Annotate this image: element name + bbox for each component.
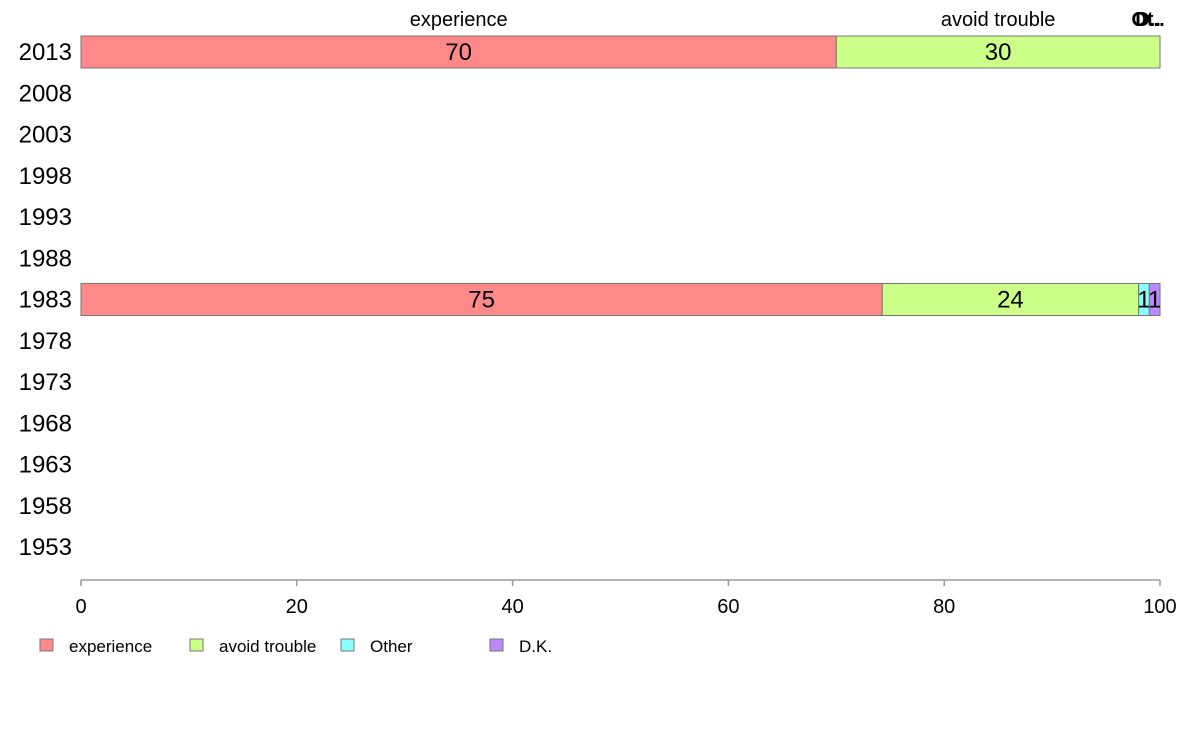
x-tick-label-80: 80: [933, 596, 955, 618]
header-label-d-k-: D..: [1135, 9, 1161, 31]
segment-header-labels: experience avoid trouble Ot..D..: [410, 9, 1165, 31]
year-label-1978: 1978: [19, 328, 72, 355]
header-label-experience: experience: [410, 9, 508, 31]
legend-label-experience: experience: [69, 637, 152, 656]
data-label-1983-experience: 75: [468, 287, 495, 314]
data-label-1983-avoid-trouble: 24: [997, 287, 1024, 314]
year-label-2013: 2013: [19, 39, 72, 66]
header-label-avoid-trouble: avoid trouble: [941, 9, 1056, 31]
x-tick-label-100: 100: [1143, 596, 1176, 618]
year-label-1993: 1993: [19, 204, 72, 231]
legend-swatch-other: [340, 638, 355, 652]
year-label-1973: 1973: [19, 369, 72, 396]
data-label-1983-d-k-: 1: [1148, 287, 1161, 314]
bar-segment-2013-avoid-trouble: [835, 35, 1161, 69]
legend-label-other: Other: [370, 637, 413, 656]
year-label-1958: 1958: [19, 493, 72, 520]
x-axis: 0 20 40 60 80 100: [75, 579, 1177, 618]
legend: experience avoid trouble Other D.K.: [39, 637, 552, 656]
legend-swatch-experience: [39, 638, 54, 652]
legend-swatch-avoid-trouble: [189, 638, 204, 652]
data-label-1983-other: 1: [1137, 287, 1150, 314]
data-label-2013-experience: 70: [445, 39, 472, 66]
legend-label-d-k-: D.K.: [519, 637, 552, 656]
year-label-1983: 1983: [19, 287, 72, 314]
bar-segment-2013-experience: [80, 35, 837, 69]
bar-segment-1983-experience: [80, 283, 883, 316]
year-label-2003: 2003: [19, 122, 72, 149]
year-label-1963: 1963: [19, 452, 72, 479]
data-label-2013-avoid-trouble: 30: [985, 39, 1012, 66]
year-label-1953: 1953: [19, 534, 72, 561]
header-label-other: Ot..: [1131, 9, 1164, 31]
bar-segment-1983-d-k-: [1148, 283, 1161, 316]
y-axis-labels: 2013 2008 2003 1998 1993 1988 1983 1978 1973 1968…: [19, 39, 72, 561]
legend-label-avoid-trouble: avoid trouble: [219, 637, 316, 656]
year-label-2008: 2008: [19, 80, 72, 107]
x-tick-label-60: 60: [717, 596, 739, 618]
x-tick-label-20: 20: [286, 596, 308, 618]
x-tick-label-0: 0: [75, 596, 86, 618]
year-label-1988: 1988: [19, 245, 72, 272]
legend-swatch-d-k-: [489, 638, 504, 652]
year-label-1968: 1968: [19, 410, 72, 437]
x-tick-label-40: 40: [501, 596, 523, 618]
bars: 70 30 75 24 11: [80, 35, 1161, 316]
year-label-1998: 1998: [19, 163, 72, 190]
